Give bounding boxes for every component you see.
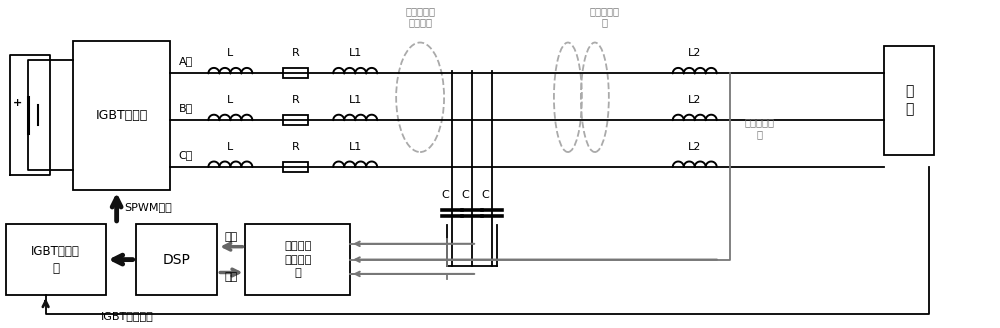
Text: L1: L1 (349, 49, 362, 58)
Text: 负
载: 负 载 (905, 84, 914, 116)
Bar (73, 41, 170, 190)
Text: L2: L2 (688, 142, 701, 152)
Bar (245, 224, 350, 296)
Text: C: C (461, 190, 469, 200)
Text: A相: A相 (178, 56, 193, 67)
Text: 滤波电感上
电流测量: 滤波电感上 电流测量 (405, 6, 435, 28)
Text: L1: L1 (349, 142, 362, 152)
Text: L: L (227, 49, 234, 58)
Bar (283, 115, 308, 125)
Text: 信号调理
及保护电
路: 信号调理 及保护电 路 (284, 241, 312, 278)
Text: SPWM脉冲: SPWM脉冲 (125, 202, 172, 212)
Text: R: R (291, 95, 299, 105)
Text: L: L (227, 95, 234, 105)
Bar (6, 224, 106, 296)
Text: L: L (227, 142, 234, 152)
Text: C: C (441, 190, 449, 200)
Text: +: + (13, 98, 22, 108)
Bar (283, 162, 308, 172)
Text: L2: L2 (688, 95, 701, 105)
Text: IGBT逆变桥: IGBT逆变桥 (95, 109, 148, 122)
Text: 数据: 数据 (225, 232, 238, 242)
Text: 输出电流测
量: 输出电流测 量 (590, 6, 620, 28)
Text: B相: B相 (178, 103, 193, 113)
Text: DSP: DSP (163, 253, 190, 267)
Text: IGBT驱动电
路: IGBT驱动电 路 (31, 245, 80, 275)
Bar (136, 224, 217, 296)
Text: C相: C相 (178, 150, 193, 160)
Text: R: R (291, 49, 299, 58)
Text: C: C (481, 190, 489, 200)
Text: L2: L2 (688, 49, 701, 58)
Text: L1: L1 (349, 95, 362, 105)
Text: 控制: 控制 (225, 273, 238, 282)
Bar (283, 69, 308, 78)
Bar (884, 46, 934, 155)
Text: 输出电压测
量: 输出电压测 量 (745, 117, 775, 139)
Text: IGBT使能信号: IGBT使能信号 (101, 311, 153, 321)
Text: R: R (291, 142, 299, 152)
